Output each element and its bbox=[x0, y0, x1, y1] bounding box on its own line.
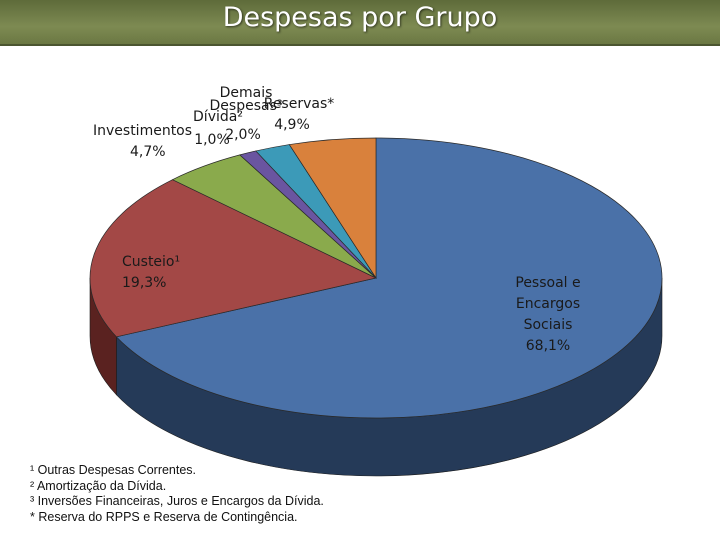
pie-tops bbox=[89, 137, 663, 419]
pie-slice-reservas bbox=[288, 137, 377, 280]
footnote-2: ² Amortização da Dívida. bbox=[30, 478, 167, 493]
footnote-1: ¹ Outras Despesas Correntes. bbox=[30, 463, 197, 477]
data-label-reservas: Reservas* 4,9% bbox=[264, 96, 335, 133]
data-label-custeio: Custeio¹ 19,3% bbox=[122, 254, 180, 291]
pie-labels: Pessoal e Encargos Sociais 68,1% Custeio¹ 19,… bbox=[93, 85, 581, 354]
footnote-4: * Reserva do RPPS e Reserva de Contingên… bbox=[30, 509, 298, 524]
data-label-demais-despesas: Demais Despesas³ 1,0% bbox=[194, 85, 282, 148]
data-label-investimentos: Investimentos 4,7% bbox=[93, 123, 192, 160]
chart-title: Despesas por Grupo bbox=[222, 2, 498, 33]
footnotes: ¹ Outras Despesas Correntes. ² Amortizaç… bbox=[30, 463, 324, 525]
footnote-3: ³ Inversões Financeiras, Juros e Encargo… bbox=[30, 494, 324, 508]
data-label-pessoal-e-encargos-sociais: Pessoal e Encargos Sociais 68,1% bbox=[515, 275, 580, 354]
pie-slice-custeio bbox=[89, 179, 378, 338]
pie-slice-pessoal-e-encargos-sociais bbox=[115, 137, 663, 419]
data-label-di-vida: Dívida² 2,0% bbox=[193, 109, 261, 143]
title-bar: Despesas por Grupo bbox=[0, 0, 720, 46]
